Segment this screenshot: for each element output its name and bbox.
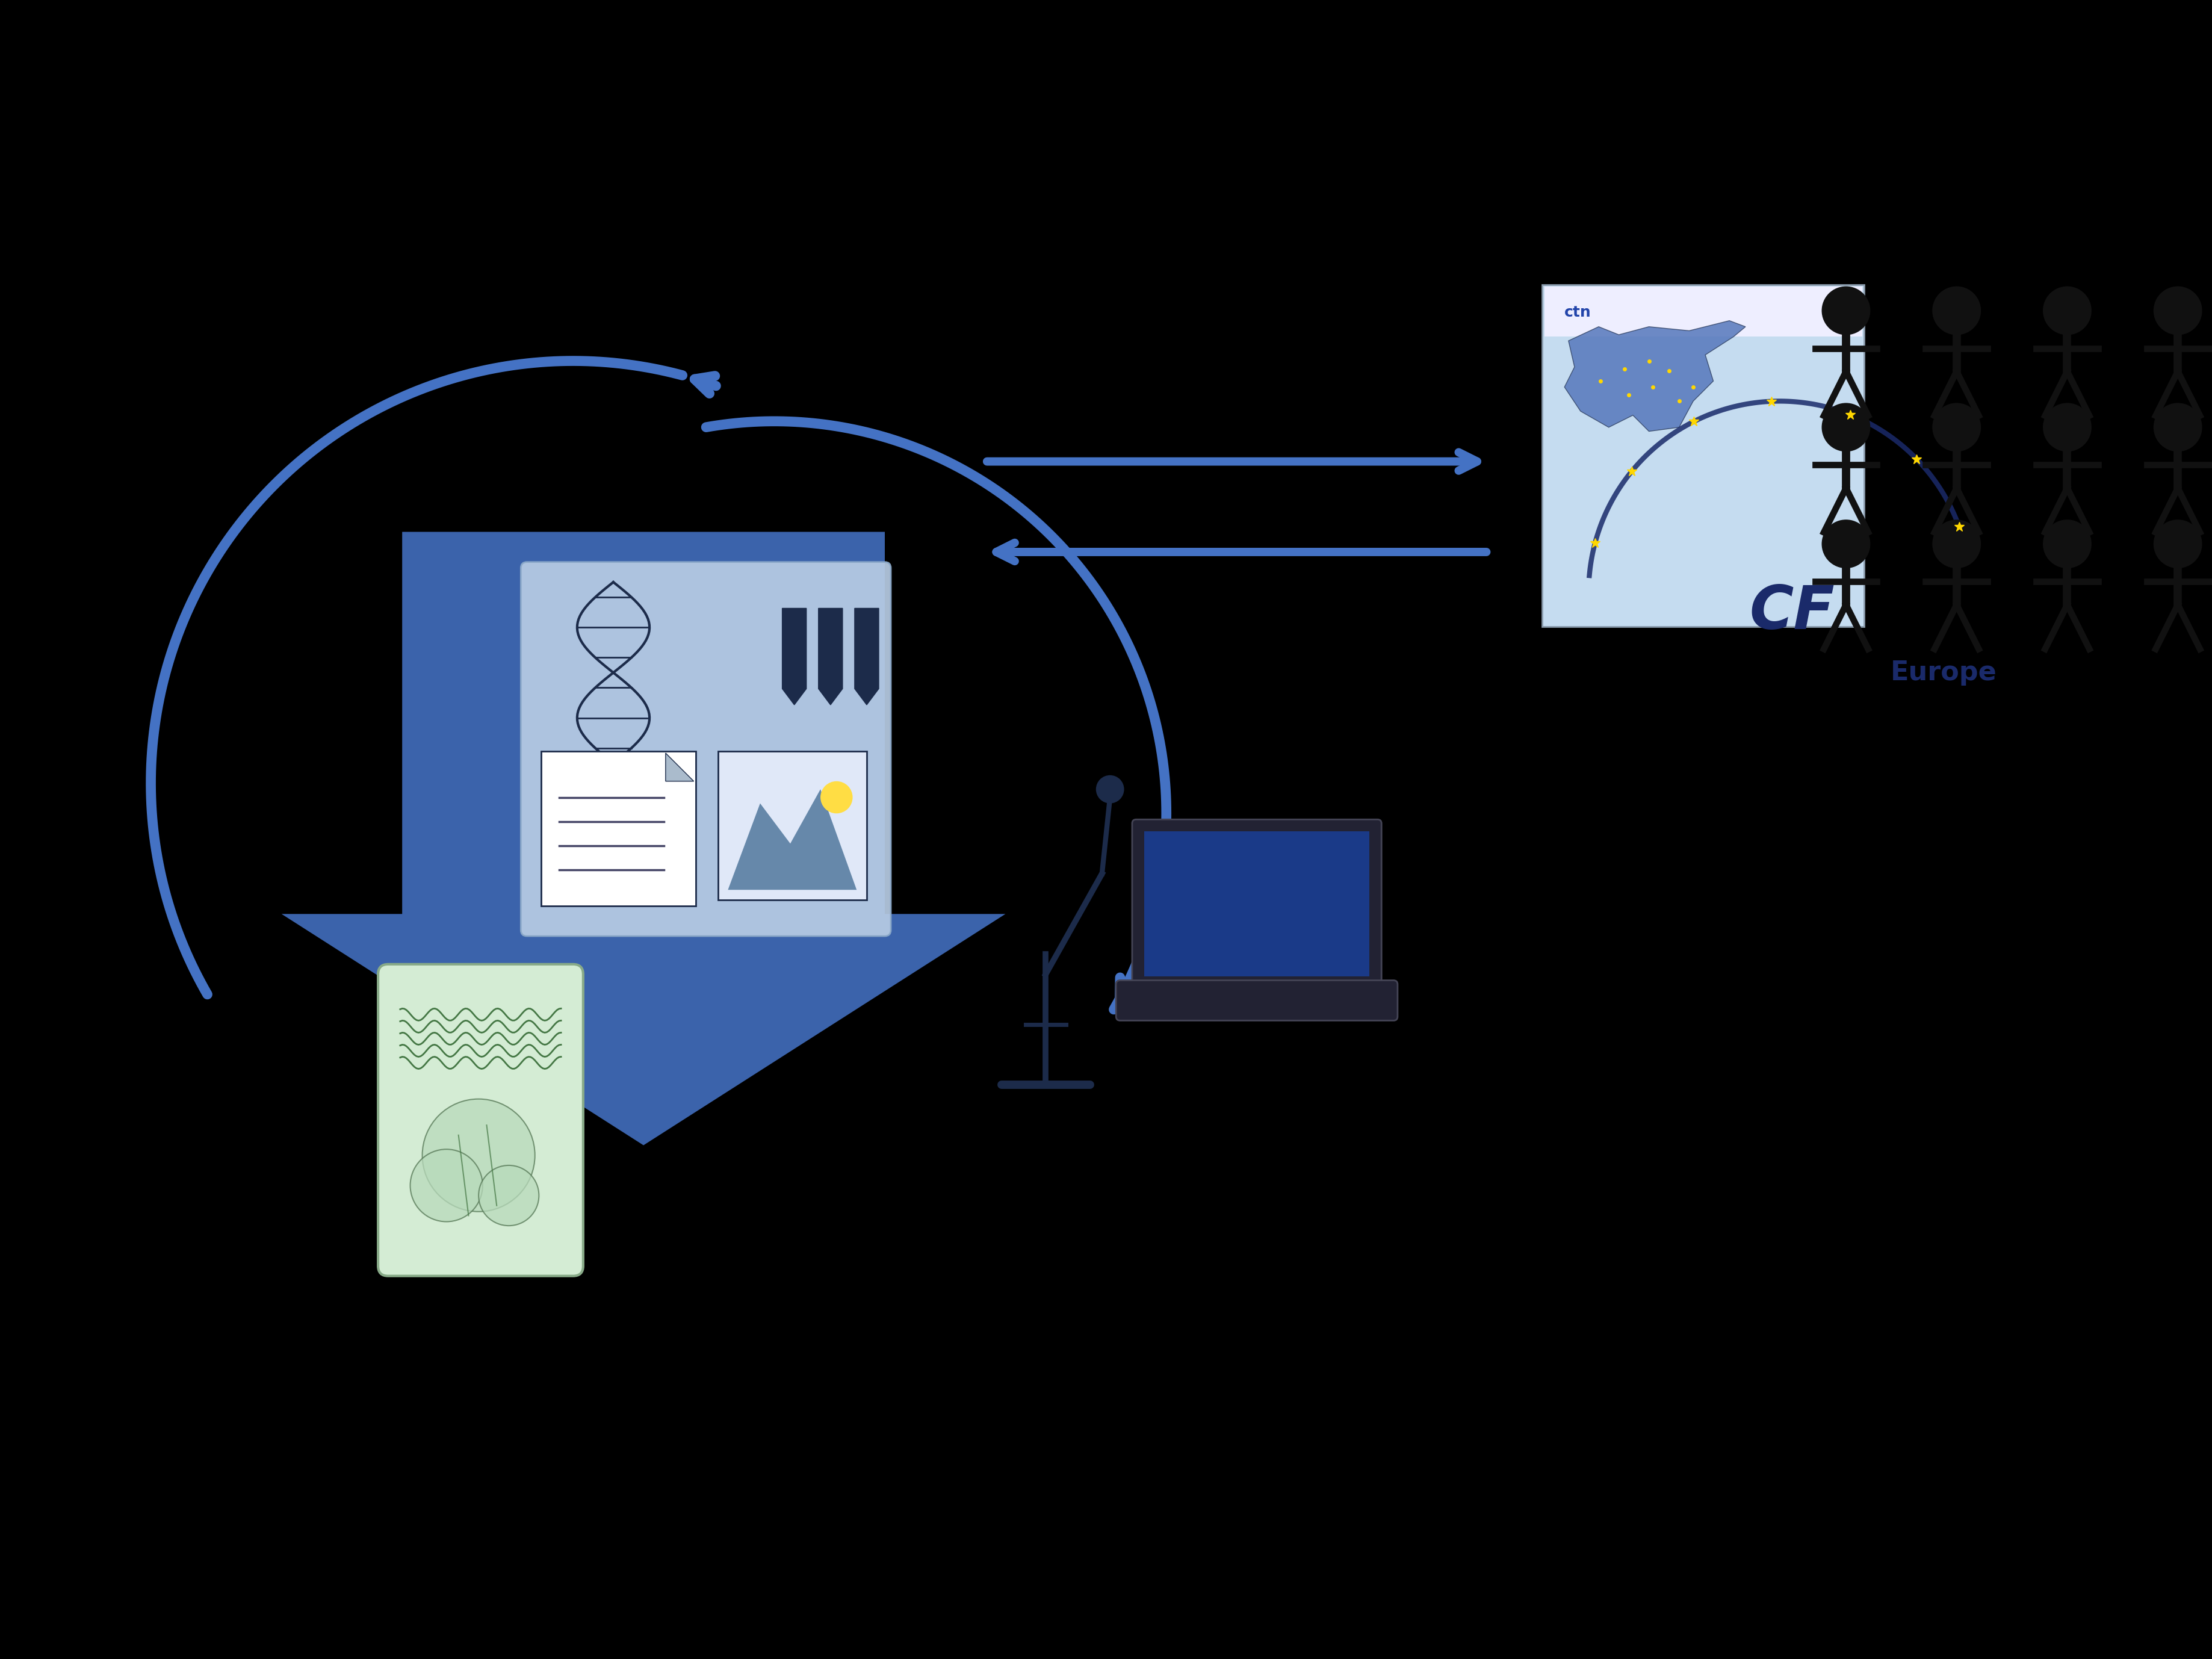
- Text: Europe: Europe: [1891, 660, 1997, 685]
- FancyBboxPatch shape: [378, 964, 584, 1276]
- Circle shape: [2154, 287, 2203, 335]
- Circle shape: [1933, 519, 1982, 569]
- Text: CF: CF: [1750, 582, 1834, 642]
- Polygon shape: [1564, 320, 1745, 431]
- Circle shape: [478, 1165, 540, 1226]
- Polygon shape: [783, 609, 807, 705]
- Polygon shape: [666, 753, 695, 781]
- Polygon shape: [728, 790, 856, 889]
- Circle shape: [1823, 403, 1871, 451]
- FancyBboxPatch shape: [1144, 831, 1369, 975]
- Text: ctn: ctn: [1564, 305, 1590, 320]
- Circle shape: [2154, 519, 2203, 569]
- FancyBboxPatch shape: [520, 562, 891, 936]
- FancyBboxPatch shape: [542, 752, 697, 906]
- Circle shape: [821, 781, 852, 813]
- Circle shape: [1823, 287, 1871, 335]
- Polygon shape: [281, 533, 1006, 1145]
- Polygon shape: [818, 609, 843, 705]
- FancyBboxPatch shape: [1542, 284, 1865, 627]
- FancyBboxPatch shape: [1544, 287, 1863, 337]
- FancyBboxPatch shape: [1133, 820, 1382, 989]
- Circle shape: [2044, 287, 2093, 335]
- Circle shape: [422, 1098, 535, 1211]
- Polygon shape: [854, 609, 878, 705]
- Circle shape: [1823, 519, 1871, 569]
- FancyBboxPatch shape: [719, 752, 867, 899]
- Circle shape: [1933, 403, 1982, 451]
- Circle shape: [1933, 287, 1982, 335]
- FancyBboxPatch shape: [1117, 980, 1398, 1020]
- Circle shape: [2044, 403, 2093, 451]
- Circle shape: [1095, 775, 1124, 803]
- Circle shape: [2154, 403, 2203, 451]
- Circle shape: [409, 1150, 482, 1221]
- Circle shape: [2044, 519, 2093, 569]
